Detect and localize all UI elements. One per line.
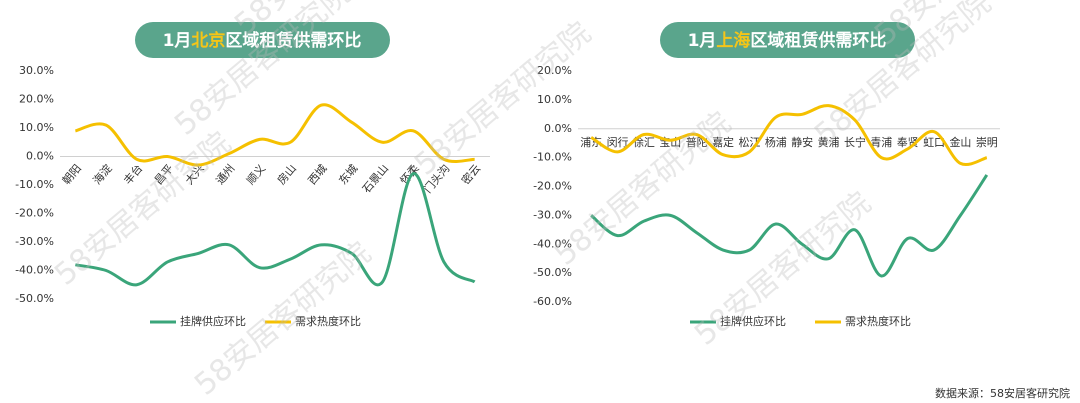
title-part: 区域租赁供需环比	[750, 30, 886, 51]
y-tick-label: 0.0%	[544, 122, 572, 135]
y-tick-label: -20.0%	[15, 207, 54, 220]
legend-label: 需求热度环比	[845, 314, 911, 328]
series-line	[74, 103, 475, 167]
y-tick-label: -60.0%	[533, 295, 572, 308]
y-tick-label: -10.0%	[15, 178, 54, 191]
y-tick-label: 20.0%	[537, 64, 572, 77]
y-tick-label: 10.0%	[537, 93, 572, 106]
y-tick-label: -30.0%	[15, 235, 54, 248]
x-tick-label: 东城	[336, 162, 360, 187]
y-tick-label: -50.0%	[15, 292, 54, 305]
y-tick-label: -40.0%	[15, 264, 54, 277]
title-pill	[135, 22, 390, 58]
y-tick-label: 30.0%	[19, 64, 54, 77]
title-pill	[660, 22, 915, 58]
x-tick-label: 徐汇	[633, 135, 655, 149]
x-tick-label: 浦东	[580, 136, 602, 149]
x-tick-label: 丰台	[121, 161, 146, 187]
x-tick-label: 闵行	[607, 135, 629, 149]
x-tick-label: 海淀	[90, 161, 115, 187]
y-tick-label: -10.0%	[533, 151, 572, 164]
title-part: 1月	[163, 31, 192, 51]
x-tick-label: 静安	[791, 135, 813, 149]
y-tick-label: -40.0%	[533, 237, 572, 250]
y-tick-label: -30.0%	[533, 208, 572, 221]
x-tick-label: 房山	[275, 162, 299, 187]
source: 数据来源：58安居客研究院	[935, 386, 1070, 400]
title-part: 区域租赁供需环比	[225, 30, 361, 51]
series-line	[75, 172, 476, 287]
x-tick-label: 青浦	[870, 136, 892, 149]
x-tick-label: 顺义	[244, 162, 268, 187]
x-tick-label: 金山	[949, 135, 971, 149]
series-line	[590, 174, 989, 278]
watermark: 58安居客研究院	[548, 106, 738, 273]
x-tick-label: 崇明	[976, 136, 998, 149]
chart-title: 1月上海区域租赁供需环比	[688, 30, 887, 51]
legend-label: 需求热度环比	[295, 314, 361, 328]
y-tick-label: 10.0%	[19, 121, 54, 134]
title-part: 1月	[688, 31, 717, 51]
legend-label: 挂牌供应环比	[180, 314, 246, 328]
x-tick-label: 长宁	[844, 135, 866, 149]
y-tick-label: 0.0%	[26, 150, 54, 163]
x-tick-label: 密云	[458, 161, 483, 187]
x-tick-label: 朝阳	[60, 162, 84, 187]
chart-title: 1月北京区域租赁供需环比	[163, 30, 362, 51]
y-tick-label: 20.0%	[19, 93, 54, 106]
x-tick-label: 石景山	[360, 162, 391, 196]
x-tick-label: 黄浦	[818, 135, 840, 149]
series-line	[590, 104, 988, 166]
legend-label: 挂牌供应环比	[720, 314, 786, 328]
x-tick-label: 西城	[306, 162, 330, 187]
watermark: 58安居客研究院	[48, 126, 238, 293]
y-tick-label: -50.0%	[533, 266, 572, 279]
x-tick-label: 嘉定	[712, 135, 734, 149]
y-tick-label: -20.0%	[533, 180, 572, 193]
x-tick-label: 杨浦	[765, 135, 787, 149]
x-tick-label: 虹口	[923, 136, 945, 149]
title-part: 北京	[191, 30, 225, 51]
title-part: 上海	[716, 30, 750, 51]
